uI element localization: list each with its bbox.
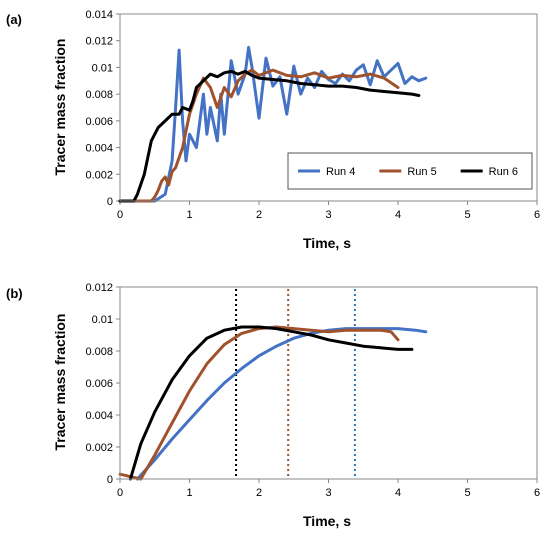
series-line-run-4: [135, 327, 428, 481]
y-tick-label: 0.008: [85, 346, 113, 358]
plot-frame-a: [119, 13, 538, 202]
y-tick-label: 0.01: [92, 62, 113, 74]
series-line-run-6: [118, 69, 421, 203]
legend-entry: Run 4: [326, 166, 355, 178]
y-tick-label: 0.002: [85, 169, 113, 181]
y-tick-label: 0.004: [85, 410, 113, 422]
x-tick-label: 6: [534, 209, 540, 221]
x-tick-label: 4: [395, 487, 401, 499]
plot-area-b: [118, 289, 428, 481]
y-axis-label-b: Tracer mass fraction: [52, 314, 68, 451]
y-tick-label: 0.01: [92, 314, 113, 326]
x-tick-label: 4: [395, 209, 401, 221]
y-tick-label: 0: [107, 196, 113, 208]
chart-panel-a: (a) Tracer mass fraction Time, s 0 1 2 3 4 5 6…: [6, 9, 540, 251]
panel-label-b: (b): [6, 286, 23, 301]
x-tick-label: 5: [464, 209, 470, 221]
y-tick-label: 0: [107, 474, 113, 486]
x-tick-label: 1: [186, 487, 192, 499]
legend-entry: Run 5: [407, 166, 436, 178]
y-tick-label: 0.008: [85, 89, 113, 101]
x-axis-label-a: Time, s: [303, 235, 351, 251]
y-tick-label: 0.002: [85, 442, 113, 454]
y-tick-label: 0.006: [85, 116, 113, 128]
x-tick-label: 1: [186, 209, 192, 221]
panel-label-a: (a): [6, 12, 22, 27]
chart-panel-b: (b) Tracer mass fraction Time, s 0 1 2 3 4 5 6…: [6, 282, 540, 529]
series-line-run-5: [118, 325, 400, 481]
plot-area-a: [118, 45, 428, 203]
x-tick-label: 5: [464, 487, 470, 499]
x-tick-label: 3: [325, 209, 331, 221]
x-tick-label: 0: [117, 209, 123, 221]
x-axis-label-b: Time, s: [303, 513, 351, 529]
legend-entry: Run 6: [489, 166, 518, 178]
y-tick-label: 0.006: [85, 378, 113, 390]
y-tick-label: 0.012: [85, 36, 113, 48]
y-tick-label: 0.004: [85, 143, 113, 155]
plot-frame-b: [119, 286, 538, 480]
y-tick-label: 0.012: [85, 282, 113, 294]
ticks-a: 0 1 2 3 4 5 6 0 0.002 0.004 0.006 0.008 0.01 0.012 0.0…: [85, 9, 540, 221]
series-line-run-6: [128, 325, 414, 481]
x-tick-label: 2: [256, 487, 262, 499]
y-tick-label: 0.014: [85, 9, 113, 21]
y-axis-label-a: Tracer mass fraction: [52, 39, 68, 176]
x-tick-label: 0: [117, 487, 123, 499]
legend-box: [287, 152, 533, 190]
legend-a: Run 4 Run 5 Run 6: [287, 152, 533, 190]
x-tick-label: 6: [534, 487, 540, 499]
ticks-b: 0 1 2 3 4 5 6 0 0.002 0.004 0.006 0.008 0.01 0.012: [85, 282, 540, 499]
x-tick-label: 2: [256, 209, 262, 221]
series-line-run-5: [118, 68, 400, 203]
x-tick-label: 3: [325, 487, 331, 499]
